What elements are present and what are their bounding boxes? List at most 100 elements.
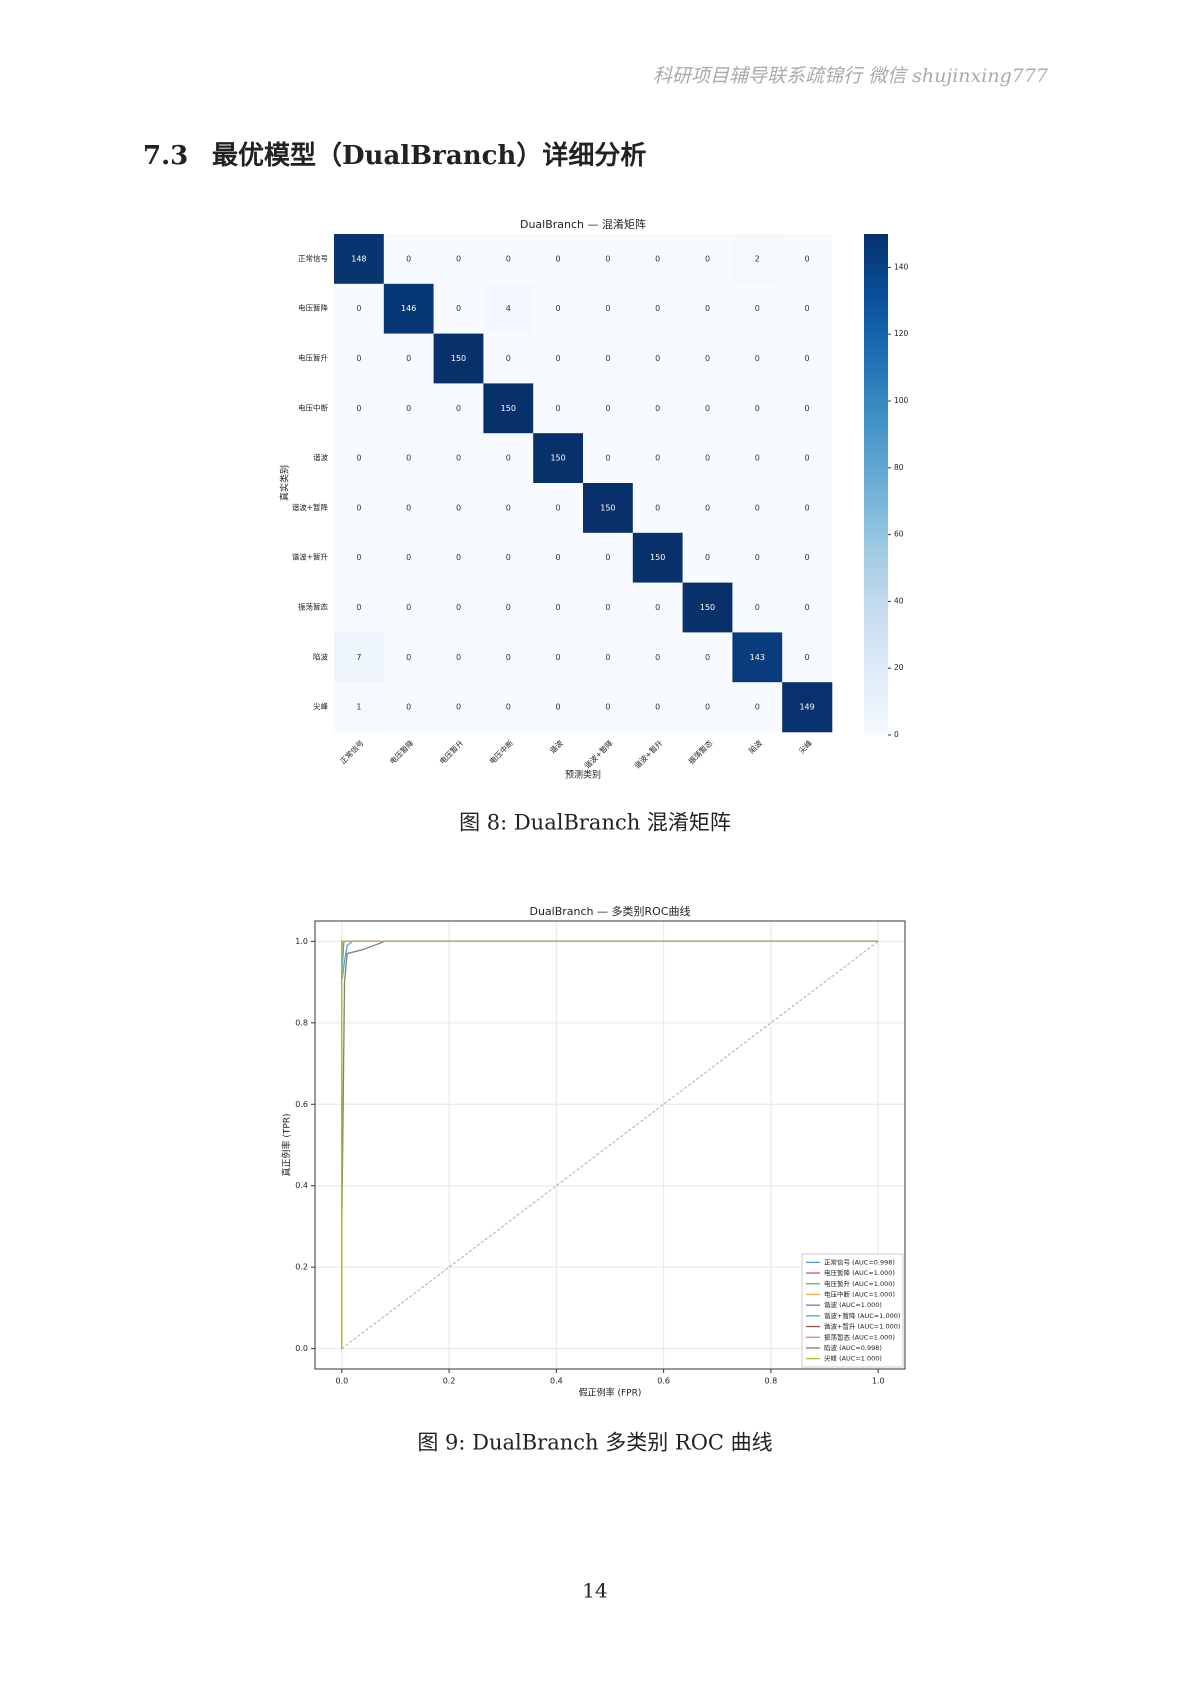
cell-label: 0	[456, 404, 461, 413]
cell-label: 0	[406, 703, 411, 712]
cell-label: 143	[750, 653, 765, 662]
cell-label: 0	[705, 354, 710, 363]
x-tick-label: 谐波	[547, 737, 565, 755]
cell-label: 0	[406, 653, 411, 662]
figure-caption: 图 8: DualBranch 混淆矩阵	[459, 811, 731, 835]
cell-label: 0	[506, 603, 511, 612]
x-tick-label: 电压暂降	[387, 737, 416, 766]
heatmap-cell	[383, 283, 434, 334]
heatmap-cell	[632, 433, 683, 484]
cell-label: 0	[755, 553, 760, 562]
cell-label: 0	[705, 404, 710, 413]
heatmap-cell	[433, 333, 484, 384]
heatmap-cell	[632, 582, 683, 633]
heatmap-cell	[533, 532, 584, 583]
cell-label: 0	[556, 503, 561, 512]
heatmap-cell	[682, 483, 733, 534]
cell-label: 0	[805, 553, 810, 562]
heatmap-cell	[682, 283, 733, 334]
heatmap-cell	[533, 283, 584, 334]
cell-label: 0	[705, 553, 710, 562]
heatmap-cell	[782, 532, 833, 583]
x-tick-label: 谐波+暂升	[632, 737, 665, 770]
cell-label: 0	[456, 653, 461, 662]
heatmap-cell	[483, 483, 534, 534]
heatmap-cell	[334, 682, 385, 733]
y-tick-label: 0.0	[295, 1344, 308, 1353]
colorbar-tick-label: 120	[894, 329, 909, 338]
cell-label: 0	[406, 454, 411, 463]
heatmap-cell	[433, 682, 484, 733]
heatmap-cell	[782, 383, 833, 434]
heatmap-cell	[533, 582, 584, 633]
x-axis-label: 预测类别	[565, 769, 601, 781]
cell-label: 0	[755, 454, 760, 463]
y-tick-label: 0.2	[295, 1263, 308, 1272]
cell-label: 0	[655, 454, 660, 463]
heatmap-cell	[682, 632, 733, 683]
cell-label: 0	[805, 603, 810, 612]
cell-label: 150	[650, 553, 665, 562]
heatmap-cell	[433, 532, 484, 583]
heatmap-cell	[732, 283, 783, 334]
heatmap-cell	[583, 383, 634, 434]
x-tick-label: 0.6	[657, 1377, 670, 1386]
heatmap-cell	[383, 582, 434, 633]
heatmap-cell	[632, 333, 683, 384]
cell-label: 0	[556, 603, 561, 612]
roc-curve	[341, 940, 879, 1349]
heatmap-cell	[682, 333, 733, 384]
heatmap-cell	[583, 283, 634, 334]
cell-label: 2	[755, 254, 760, 263]
cell-label: 7	[356, 653, 361, 662]
heatmap-cell	[334, 582, 385, 633]
cell-label: 0	[456, 603, 461, 612]
chart-title: DualBranch — 多类别ROC曲线	[529, 904, 690, 918]
heatmap-cell	[682, 582, 733, 633]
y-tick-label: 正常信号	[298, 253, 328, 263]
heatmap-cell	[732, 234, 783, 285]
cell-label: 0	[705, 454, 710, 463]
cell-label: 0	[755, 603, 760, 612]
x-axis-label: 假正例率 (FPR)	[579, 1387, 642, 1399]
colorbar-tick-label: 100	[894, 396, 909, 405]
heatmap-cell	[583, 682, 634, 733]
x-tick-label: 0.4	[550, 1377, 563, 1386]
heatmap-cell	[483, 582, 534, 633]
heatmap-cell	[732, 333, 783, 384]
cell-label: 0	[655, 603, 660, 612]
cell-label: 0	[655, 503, 660, 512]
x-tick-label: 振荡暂态	[686, 737, 715, 766]
x-tick-label: 0.0	[335, 1377, 348, 1386]
cell-label: 0	[705, 254, 710, 263]
cell-label: 0	[755, 354, 760, 363]
heatmap-cell	[334, 234, 385, 285]
heatmap-cell	[732, 582, 783, 633]
cell-label: 0	[805, 503, 810, 512]
heatmap-cell	[483, 333, 534, 384]
heatmap-cell	[433, 383, 484, 434]
cell-label: 0	[705, 653, 710, 662]
heatmap-cell	[334, 532, 385, 583]
heatmap-cell	[483, 632, 534, 683]
heatmap-cell	[782, 682, 833, 733]
cell-label: 0	[655, 354, 660, 363]
legend-label: 谐波 (AUC=1.000)	[824, 1300, 882, 1309]
heatmap-cell	[334, 283, 385, 334]
cell-label: 0	[755, 304, 760, 313]
x-tick-label: 0.8	[765, 1377, 778, 1386]
cell-label: 0	[605, 404, 610, 413]
heatmap-cell	[533, 383, 584, 434]
cell-label: 0	[506, 454, 511, 463]
heatmap-cell	[433, 483, 484, 534]
legend-label: 电压暂升 (AUC=1.000)	[824, 1279, 895, 1288]
x-tick-label: 1.0	[872, 1377, 885, 1386]
heatmap-cell	[732, 682, 783, 733]
heatmap-cell	[583, 532, 634, 583]
cell-label: 0	[805, 254, 810, 263]
cell-label: 0	[356, 404, 361, 413]
cell-label: 0	[356, 503, 361, 512]
heatmap-cell	[682, 532, 733, 583]
legend-label: 电压中断 (AUC=1.000)	[824, 1289, 895, 1298]
heatmap-cell	[632, 383, 683, 434]
